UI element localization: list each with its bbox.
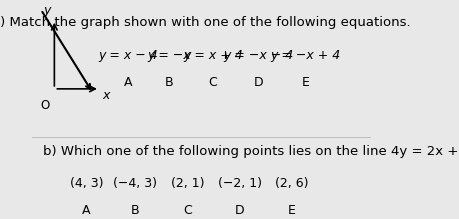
Text: y = −x − 4: y = −x − 4	[223, 49, 293, 62]
Text: D: D	[253, 76, 263, 89]
Text: y = x + 4: y = x + 4	[183, 49, 242, 62]
Text: y = −x: y = −x	[147, 49, 190, 62]
Text: A: A	[82, 204, 90, 217]
Text: A: A	[124, 76, 133, 89]
Text: E: E	[287, 204, 295, 217]
Text: O: O	[40, 99, 50, 112]
Text: b) Which one of the following points lies on the line 4y = 2x + 4?: b) Which one of the following points lie…	[43, 145, 459, 158]
Text: B: B	[164, 76, 173, 89]
Text: C: C	[183, 204, 191, 217]
Text: C: C	[208, 76, 217, 89]
Text: (−2, 1): (−2, 1)	[217, 177, 261, 190]
Text: a) Match the graph shown with one of the following equations.: a) Match the graph shown with one of the…	[0, 16, 409, 29]
Text: D: D	[235, 204, 244, 217]
Text: x: x	[102, 89, 109, 102]
Text: B: B	[131, 204, 139, 217]
Text: (2, 1): (2, 1)	[170, 177, 204, 190]
Text: y = −x + 4: y = −x + 4	[270, 49, 340, 62]
Text: E: E	[301, 76, 309, 89]
Text: y: y	[43, 4, 50, 17]
Text: (2, 6): (2, 6)	[274, 177, 308, 190]
Text: (4, 3): (4, 3)	[69, 177, 103, 190]
Text: (−4, 3): (−4, 3)	[113, 177, 157, 190]
Text: y = x − 4: y = x − 4	[98, 49, 158, 62]
